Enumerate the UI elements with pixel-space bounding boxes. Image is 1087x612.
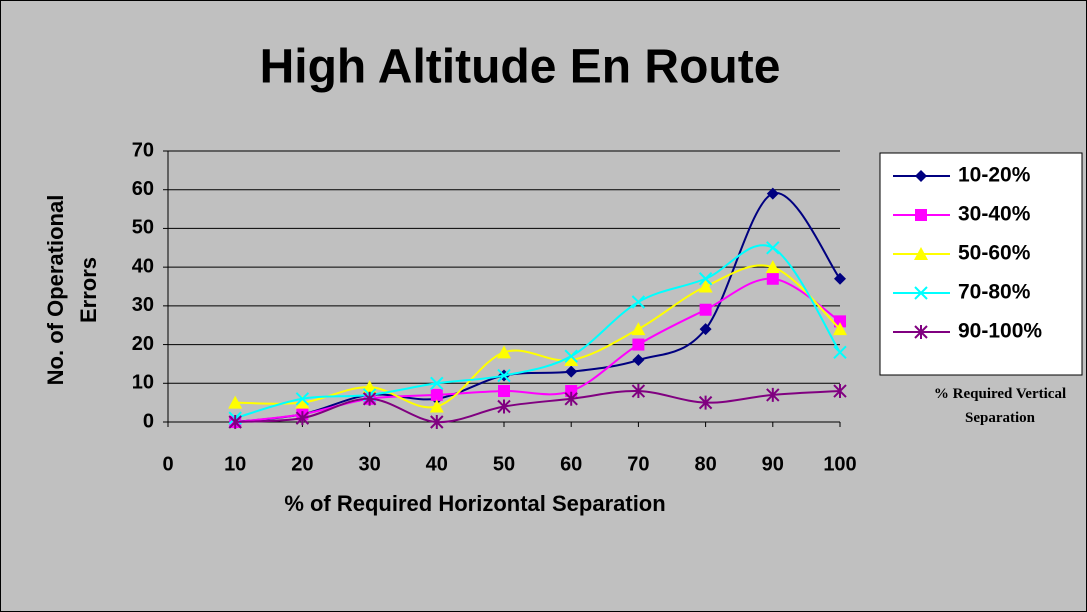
y-tick-label: 50 [132, 217, 154, 239]
marker [564, 391, 578, 406]
x-tick-label: 40 [426, 453, 448, 475]
legend-label: 70-80% [958, 281, 1031, 304]
x-tick-label: 10 [224, 453, 246, 475]
marker [295, 392, 310, 406]
marker [564, 353, 579, 367]
marker [564, 349, 578, 363]
series-line [235, 264, 841, 409]
legend-marker [914, 286, 928, 300]
legend-marker [915, 209, 927, 221]
marker [497, 345, 511, 359]
series-line [234, 244, 841, 420]
x-tick-label: 30 [358, 453, 380, 475]
legend-label: 10-20% [958, 164, 1031, 187]
series-line [235, 390, 841, 424]
marker [632, 354, 645, 367]
marker [228, 395, 243, 409]
legend-label: 90-100% [958, 320, 1042, 343]
marker [833, 384, 847, 399]
x-axis-label: % of Required Horizontal Separation [284, 491, 665, 516]
marker [766, 187, 779, 200]
x-tick-label: 100 [823, 453, 856, 475]
marker [631, 322, 646, 336]
x-tick-label: 50 [493, 453, 515, 475]
marker [698, 395, 713, 410]
marker [766, 387, 780, 402]
legend-label: 50-60% [958, 242, 1031, 265]
marker [833, 322, 847, 336]
x-tick-label: 20 [291, 453, 313, 475]
marker [429, 399, 444, 413]
legend-box [879, 152, 1083, 376]
x-tick-label: 0 [162, 453, 173, 475]
marker [295, 395, 310, 409]
marker [632, 338, 645, 351]
y-tick-label: 70 [132, 139, 154, 161]
marker [362, 380, 377, 394]
legend-title: % Required Vertical Separation [933, 386, 1067, 426]
marker [295, 411, 310, 426]
y-tick-label: 10 [132, 372, 154, 394]
marker [631, 384, 646, 399]
marker [565, 385, 578, 398]
series-line [235, 277, 841, 423]
legend-marker [914, 325, 928, 339]
marker [497, 368, 511, 383]
marker [631, 295, 646, 309]
marker [228, 415, 242, 429]
marker [766, 241, 780, 255]
marker [833, 345, 847, 360]
x-tick-label: 70 [627, 453, 649, 475]
marker [765, 260, 780, 274]
legend-marker [914, 247, 928, 260]
marker [565, 365, 578, 378]
x-tick-label: 80 [694, 453, 716, 475]
marker [497, 399, 511, 414]
legend-label: 30-40% [958, 203, 1031, 226]
marker [430, 388, 443, 401]
y-tick-label: 20 [132, 333, 154, 355]
marker [430, 376, 444, 390]
marker [699, 323, 712, 336]
marker [834, 315, 846, 328]
marker [698, 272, 713, 286]
y-tick-label: 40 [132, 255, 154, 277]
x-tick-label: 60 [560, 453, 582, 475]
y-tick-label: 30 [132, 294, 154, 316]
y-axis-label: No. of Operational Errors [43, 194, 101, 386]
marker [766, 272, 779, 285]
y-tick-label: 60 [132, 178, 154, 200]
chart-title: High Altitude En Route [260, 41, 781, 94]
marker [699, 303, 712, 316]
marker [698, 279, 713, 293]
marker [362, 391, 377, 406]
y-tick-label: 0 [143, 410, 154, 432]
marker [498, 385, 510, 398]
marker [834, 272, 846, 285]
x-tick-label: 90 [762, 453, 784, 475]
marker [430, 415, 444, 429]
legend-marker [915, 170, 927, 182]
series-line [235, 192, 841, 423]
